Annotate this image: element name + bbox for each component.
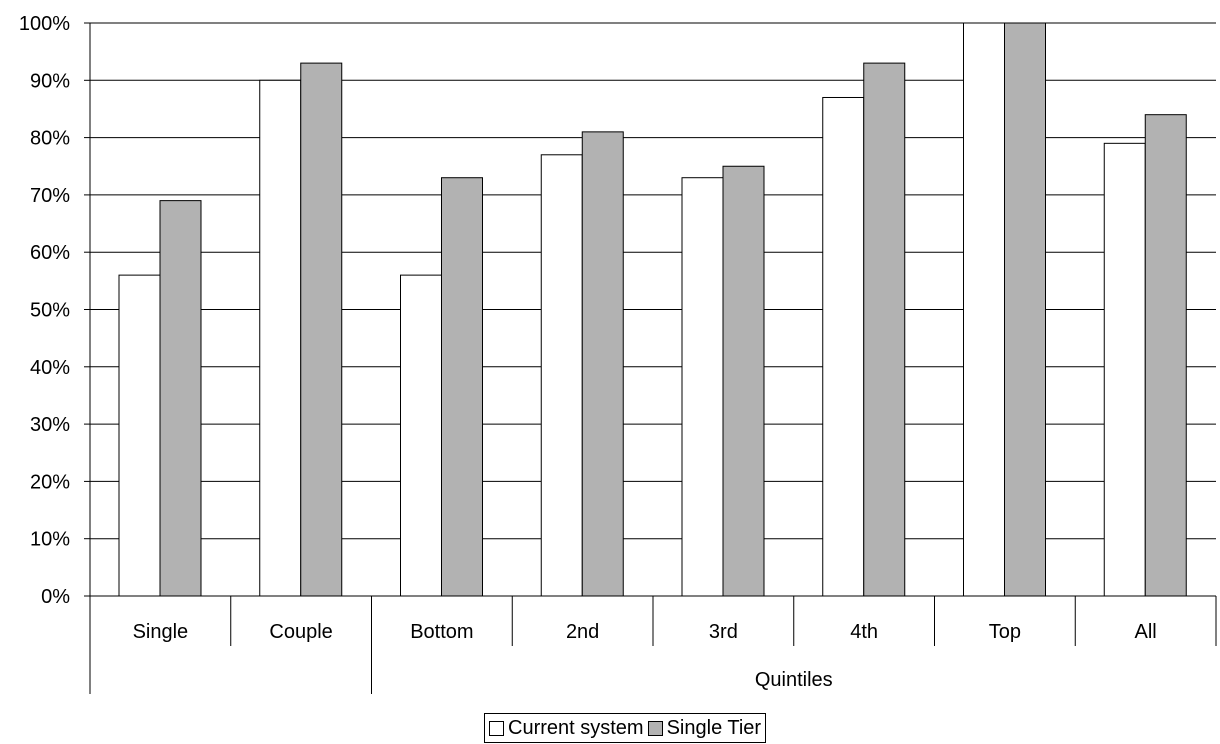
y-tick-label: 10% — [30, 529, 70, 551]
legend-item-single-tier: Single Tier — [647, 716, 762, 740]
bar — [1004, 22, 1046, 597]
y-tick-label: 20% — [30, 471, 70, 493]
x-tick-label: 2nd — [566, 621, 599, 643]
x-tick-label: Single — [133, 621, 189, 643]
legend: Current system Single Tier — [484, 713, 767, 743]
x-tick-label: Top — [989, 621, 1021, 643]
y-tick-label: 60% — [30, 242, 70, 264]
bar — [400, 274, 442, 597]
y-tick-label: 90% — [30, 70, 70, 92]
x-tick-label: Bottom — [410, 621, 473, 643]
bar — [118, 274, 161, 597]
y-tick-label: 80% — [30, 128, 70, 150]
bar — [1144, 114, 1187, 597]
x-tick-label: All — [1135, 621, 1157, 643]
y-tick-label: 50% — [30, 300, 70, 322]
x-tick-label: Couple — [269, 621, 332, 643]
group-label: Quintiles — [755, 669, 833, 691]
legend-label-current-system: Current system — [508, 716, 644, 739]
legend-swatch-current-system — [489, 720, 504, 736]
bar — [863, 62, 906, 597]
bar — [581, 131, 624, 597]
bar — [300, 62, 343, 597]
y-tick-label: 100% — [19, 13, 70, 35]
y-tick-label: 70% — [30, 185, 70, 207]
y-tick-label: 30% — [30, 414, 70, 436]
legend-item-current-system: Current system — [489, 717, 644, 740]
bar — [159, 200, 202, 597]
bar — [259, 79, 302, 597]
x-tick-label: 3rd — [709, 621, 738, 643]
bar — [441, 177, 483, 597]
bar — [1103, 142, 1146, 597]
x-tick-label: 4th — [850, 621, 878, 643]
bar — [822, 96, 865, 597]
y-tick-label: 0% — [41, 586, 70, 608]
y-tick-label: 40% — [30, 357, 70, 379]
bar — [681, 177, 724, 597]
legend-swatch-single-tier — [647, 720, 663, 736]
legend-label-single-tier: Single Tier — [666, 716, 762, 739]
bar — [963, 22, 1005, 597]
bar-chart: 0% 10% 20% 30% 40% 50% 60% 70% 80% 90% 100% Single C… — [19, 13, 1217, 694]
bar — [540, 154, 583, 597]
bar — [722, 165, 765, 597]
